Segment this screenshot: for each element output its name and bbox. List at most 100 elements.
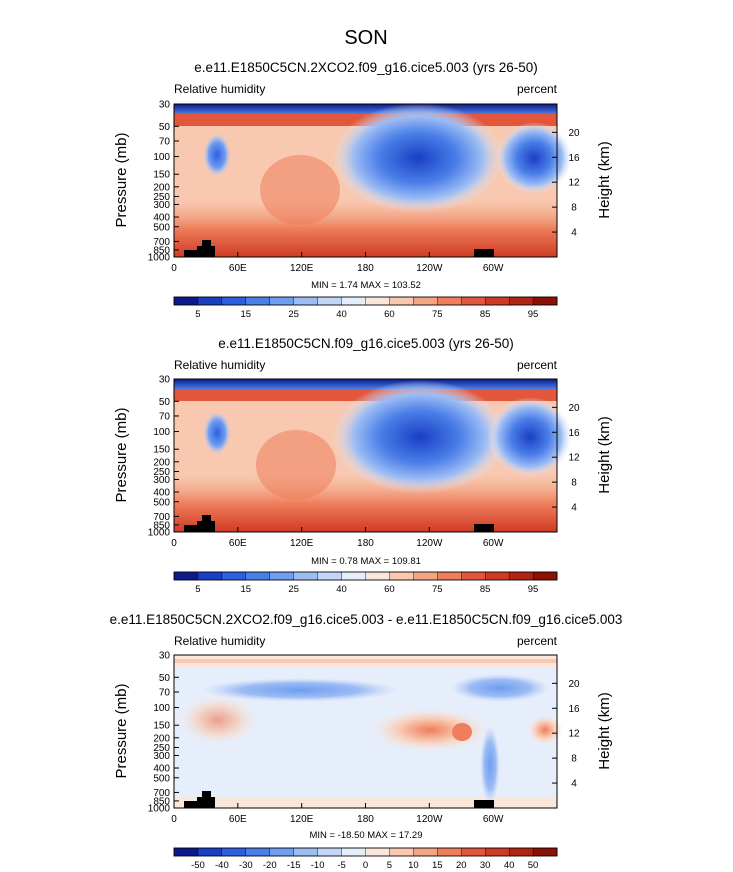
y-tick-label: 100 <box>153 703 170 714</box>
colorbar-swatch <box>389 847 414 857</box>
colorbar-label: 15 <box>241 584 252 595</box>
colorbar-swatch <box>317 571 343 581</box>
colorbar-label: -20 <box>263 860 277 871</box>
colorbar-swatch <box>269 571 295 581</box>
y-tick-label: 1000 <box>148 804 171 815</box>
y2-tick-label: 20 <box>568 403 580 414</box>
y2-tick-label: 12 <box>568 178 580 189</box>
x-tick-label: 180 <box>357 814 374 825</box>
colorbar-swatch <box>293 571 319 581</box>
colorbar-label: 10 <box>408 860 419 871</box>
colorbar-swatch <box>245 296 271 306</box>
y-tick-label: 500 <box>153 773 170 784</box>
dry-region-atlantic <box>488 397 572 477</box>
colorbar-swatch <box>365 571 390 581</box>
colorbar-label: 30 <box>480 860 491 871</box>
x-tick-label: 60E <box>229 814 247 825</box>
positive-region-eastern-pacific-core <box>452 723 472 741</box>
x-tick-label: 60W <box>483 538 504 549</box>
colorbar-label: -40 <box>215 860 229 871</box>
colorbar-label: 75 <box>432 584 443 595</box>
y-axis-title: Pressure (mb) <box>113 683 130 778</box>
y-tick-label: 1000 <box>148 528 171 539</box>
colorbar-swatch <box>437 571 462 581</box>
y-tick-label: 400 <box>153 764 170 775</box>
colorbar-swatch <box>461 296 486 306</box>
colorbar-swatch <box>365 847 390 857</box>
colorbar-label: 95 <box>528 584 539 595</box>
x-tick-label: 180 <box>357 263 374 274</box>
colorbar-swatch <box>484 847 510 857</box>
panel-2: e.e11.E1850C5CN.f09_g16.cice5.003 (yrs 2… <box>113 336 613 595</box>
y2-axis-title: Height (km) <box>596 416 613 494</box>
stratosphere-dry-layer <box>174 379 557 389</box>
colorbar-label: 15 <box>432 860 443 871</box>
colorbar-swatch <box>173 296 199 306</box>
y-axis-title: Pressure (mb) <box>113 407 130 502</box>
variable-label: Relative humidity <box>174 634 265 648</box>
y-tick-label: 150 <box>153 721 170 732</box>
colorbar-swatch <box>413 571 438 581</box>
colorbar-label: 25 <box>288 584 299 595</box>
y2-tick-label: 4 <box>571 228 577 239</box>
y-tick-label: 200 <box>153 182 170 193</box>
y2-tick-label: 20 <box>568 679 580 690</box>
topography <box>474 800 494 808</box>
y-tick-label: 250 <box>153 467 170 478</box>
negative-region-andes <box>480 725 500 805</box>
y2-axis: 4 8 12 16 20 <box>552 128 580 239</box>
tropopause-positive-band <box>174 659 557 663</box>
x-tick-label: 120E <box>290 814 314 825</box>
colorbar-label: -10 <box>311 860 325 871</box>
units-label: percent <box>517 634 558 648</box>
panel-title: e.e11.E1850C5CN.f09_g16.cice5.003 (yrs 2… <box>218 336 513 351</box>
surface-positive-band <box>174 797 557 808</box>
y2-tick-label: 8 <box>571 754 577 765</box>
lower-troposphere-moist-layer <box>174 475 557 532</box>
units-label: percent <box>517 358 558 372</box>
y-tick-label: 700 <box>153 237 170 248</box>
colorbar-swatch <box>173 847 199 857</box>
y-tick-label: 850 <box>153 245 170 256</box>
colorbar-swatch <box>293 296 319 306</box>
y2-axis-title: Height (km) <box>596 692 613 770</box>
y-tick-label: 50 <box>159 397 171 408</box>
stats-label: MIN = -18.50 MAX = 17.29 <box>309 830 422 841</box>
y2-tick-label: 16 <box>568 704 580 715</box>
colorbar-label: 60 <box>384 309 395 320</box>
colorbar-swatch <box>461 847 486 857</box>
x-tick-label: 120W <box>416 263 443 274</box>
negative-band-upper <box>450 674 550 702</box>
y-tick-label: 400 <box>153 488 170 499</box>
colorbar-frame <box>173 847 558 857</box>
y-tick-label: 500 <box>153 222 170 233</box>
colorbar-label: 20 <box>456 860 467 871</box>
x-tick-label: 60W <box>483 814 504 825</box>
y-tick-label: 300 <box>153 751 170 762</box>
y-tick-label: 200 <box>153 457 170 468</box>
x-axis: 0 60E 120E 180 120W 60W <box>171 527 504 549</box>
y-tick-label: 150 <box>153 170 170 181</box>
y-tick-label: 30 <box>159 651 171 662</box>
colorbar-swatch <box>341 847 366 857</box>
positive-region-indian <box>178 695 258 745</box>
colorbar-swatch <box>437 296 462 306</box>
colorbar: -50 -40 -30 -20 -15 -10 -5 0 5 10 15 20 30 40 50 <box>173 847 558 871</box>
colorbar-swatch <box>413 296 438 306</box>
colorbar-swatch <box>484 571 510 581</box>
positive-region-eastern-pacific <box>370 708 490 752</box>
colorbar-label: 40 <box>336 309 347 320</box>
y-tick-label: 300 <box>153 200 170 211</box>
stratosphere-dry-layer <box>174 104 557 114</box>
y-tick-label: 50 <box>159 122 171 133</box>
colorbar-swatch <box>221 847 247 857</box>
y-tick-label: 850 <box>153 520 170 531</box>
panel-1: e.e11.E1850C5CN.2XCO2.f09_g16.cice5.003 … <box>113 60 613 320</box>
colorbar-label: 95 <box>528 309 539 320</box>
y-tick-label: 250 <box>153 743 170 754</box>
y2-tick-label: 20 <box>568 128 580 139</box>
colorbar-label: 85 <box>480 309 491 320</box>
x-tick-label: 60W <box>483 263 504 274</box>
y-tick-label: 70 <box>159 687 171 698</box>
